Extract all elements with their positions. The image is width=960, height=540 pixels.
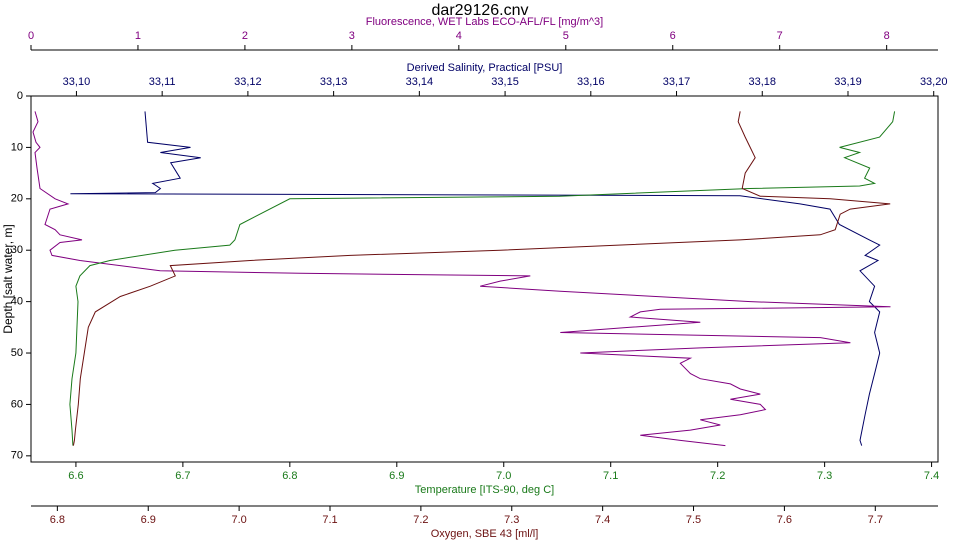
y-tick-label: 40: [11, 296, 23, 308]
y-tick-label: 20: [11, 193, 23, 205]
x-tick-label: 7.4: [924, 470, 939, 482]
x-tick-label: 6.6: [68, 470, 83, 482]
x-tick-label: 7.1: [322, 514, 337, 526]
x-tick-label: 7.0: [496, 470, 511, 482]
data-line: [70, 111, 881, 446]
x-tick-label: 1: [135, 30, 141, 42]
x-tick-label: 6.9: [389, 470, 404, 482]
x-tick-label: 6.9: [141, 514, 156, 526]
x-tick-label: 7.3: [817, 470, 832, 482]
x-tick-label: 7.0: [231, 514, 246, 526]
x-axis-label: Fluorescence, WET Labs ECO-AFL/FL [mg/m^…: [366, 16, 603, 28]
x-tick-label: 33,15: [491, 76, 519, 88]
x-tick-label: 0: [28, 30, 34, 42]
x-tick-label: 7.2: [710, 470, 725, 482]
x-tick-label: 4: [456, 30, 462, 42]
x-axis-label: Derived Salinity, Practical [PSU]: [407, 62, 563, 74]
y-tick-label: 30: [11, 244, 23, 256]
x-tick-label: 33,20: [920, 76, 948, 88]
y-axis-label: Depth [salt water, m]: [1, 224, 15, 333]
y-tick-label: 50: [11, 347, 23, 359]
x-tick-label: 7.5: [686, 514, 701, 526]
x-tick-label: 33,17: [663, 76, 691, 88]
y-tick-label: 60: [11, 398, 23, 410]
x-tick-label: 7.3: [504, 514, 519, 526]
data-line: [32, 111, 891, 447]
chart-title: dar29126.cnv: [432, 2, 529, 19]
x-tick-label: 6.8: [282, 470, 297, 482]
x-tick-label: 3: [349, 30, 355, 42]
x-tick-label: 33,13: [320, 76, 348, 88]
y-tick-label: 0: [17, 90, 23, 102]
y-tick-label: 10: [11, 141, 23, 153]
x-tick-label: 8: [884, 30, 890, 42]
x-axis-label: Temperature [ITS-90, deg C]: [415, 484, 554, 496]
y-tick-label: 70: [11, 450, 23, 462]
x-tick-label: 33,19: [834, 76, 862, 88]
x-tick-label: 33,18: [748, 76, 776, 88]
x-tick-label: 33,11: [149, 76, 176, 88]
x-tick-label: 7: [777, 30, 783, 42]
x-tick-label: 6.7: [175, 470, 190, 482]
data-line: [69, 111, 896, 446]
x-tick-label: 6: [670, 30, 676, 42]
x-tick-label: 7.2: [413, 514, 428, 526]
x-tick-label: 7.1: [603, 470, 618, 482]
x-tick-label: 5: [563, 30, 569, 42]
x-tick-label: 6.8: [50, 514, 65, 526]
x-tick-label: 33,10: [63, 76, 91, 88]
x-tick-label: 7.4: [595, 514, 610, 526]
x-tick-label: 33,12: [234, 76, 262, 88]
x-axis-label: Oxygen, SBE 43 [ml/l]: [431, 528, 539, 540]
x-tick-label: 2: [242, 30, 248, 42]
x-tick-label: 33,16: [577, 76, 605, 88]
x-tick-label: 7.7: [868, 514, 883, 526]
x-tick-label: 33,14: [406, 76, 434, 88]
x-tick-label: 7.6: [777, 514, 792, 526]
data-line: [72, 111, 891, 446]
plot-frame: [30, 95, 939, 463]
